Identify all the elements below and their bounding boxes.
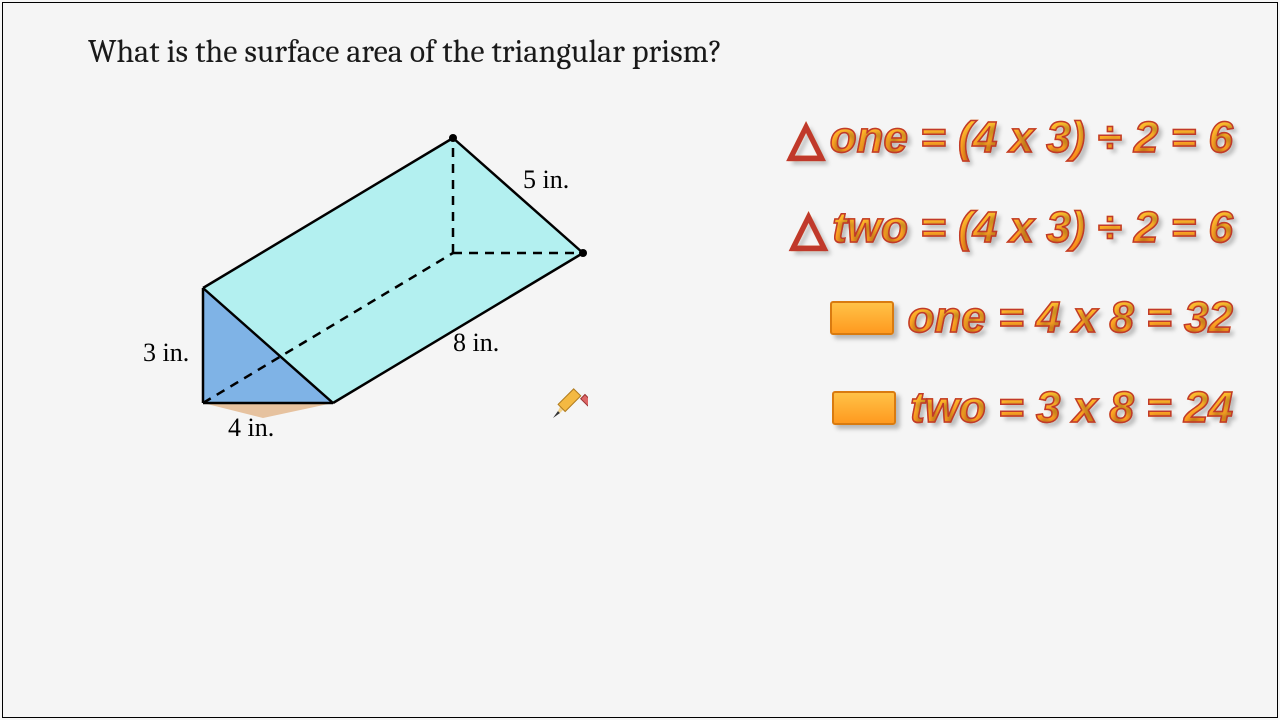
label-hypotenuse: 5 in.: [523, 165, 569, 195]
equation-row: △ two = (4 x 3) ÷ 2 = 6: [623, 183, 1263, 273]
triangle-icon: △: [791, 201, 826, 255]
question-text: What is the surface area of the triangul…: [88, 33, 722, 70]
rectangle-icon: [830, 301, 894, 335]
equation-row: two = 3 x 8 = 24: [623, 363, 1263, 453]
slide-frame: What is the surface area of the triangul…: [2, 2, 1278, 718]
label-base: 4 in.: [228, 413, 274, 443]
pencil-icon: [548, 383, 588, 423]
triangle-icon: △: [788, 111, 823, 165]
equations-panel: △ one = (4 x 3) ÷ 2 = 6 △ two = (4 x 3) …: [623, 93, 1263, 453]
rectangle-icon: [832, 391, 896, 425]
equation-text: two = 3 x 8 = 24: [910, 383, 1233, 433]
equation-text: two = (4 x 3) ÷ 2 = 6: [832, 203, 1233, 253]
equation-text: one = (4 x 3) ÷ 2 = 6: [830, 113, 1233, 163]
equation-row: △ one = (4 x 3) ÷ 2 = 6: [623, 93, 1263, 183]
equation-row: one = 4 x 8 = 32: [623, 273, 1263, 363]
prism-diagram: 5 in. 8 in. 3 in. 4 in.: [133, 123, 593, 443]
equation-text: one = 4 x 8 = 32: [908, 293, 1233, 343]
label-height: 3 in.: [143, 338, 189, 368]
label-length: 8 in.: [453, 328, 499, 358]
